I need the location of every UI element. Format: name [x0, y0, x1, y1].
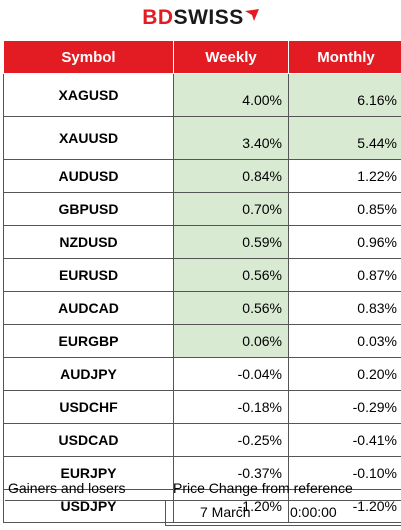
weekly-cell: -0.18%: [173, 390, 289, 424]
logo-swiss: SWISS: [173, 6, 244, 29]
weekly-cell: -0.25%: [173, 423, 289, 457]
monthly-cell: -0.41%: [288, 423, 401, 457]
weekly-cell: 0.56%: [173, 258, 289, 292]
symbol-cell: XAGUSD: [3, 73, 174, 117]
symbol-cell: AUDUSD: [3, 159, 174, 193]
symbol-cell: USDCAD: [3, 423, 174, 457]
table-row: USDCAD -0.25% -0.41%: [3, 423, 401, 457]
symbol-cell: GBPUSD: [3, 192, 174, 226]
table-row: XAUUSD 3.40% 5.44%: [3, 116, 401, 160]
bdswiss-logo: BD SWISS: [0, 3, 401, 33]
monthly-cell: 0.96%: [288, 225, 401, 259]
weekly-cell: 4.00%: [173, 73, 289, 117]
symbol-cell: USDJPY: [3, 489, 174, 523]
symbol-cell: NZDUSD: [3, 225, 174, 259]
table-row: NZDUSD 0.59% 0.96%: [3, 225, 401, 259]
table-row: EURJPY -0.37% -0.10%: [3, 456, 401, 490]
symbol-cell: EURUSD: [3, 258, 174, 292]
monthly-cell: 0.83%: [288, 291, 401, 325]
monthly-cell: -1.20%: [288, 489, 401, 523]
monthly-cell: -0.10%: [288, 456, 401, 490]
symbol-cell: EURGBP: [3, 324, 174, 358]
table-row: GBPUSD 0.70% 0.85%: [3, 192, 401, 226]
monthly-cell: 1.22%: [288, 159, 401, 193]
monthly-cell: 0.85%: [288, 192, 401, 226]
header-symbol: Symbol: [3, 40, 174, 74]
monthly-cell: 0.20%: [288, 357, 401, 391]
reference-date: 7 March: [200, 504, 251, 520]
weekly-cell: 0.59%: [173, 225, 289, 259]
weekly-cell: -1.20%: [173, 489, 289, 523]
weekly-cell: 0.84%: [173, 159, 289, 193]
weekly-cell: 3.40%: [173, 116, 289, 160]
symbol-cell: XAUUSD: [3, 116, 174, 160]
weekly-cell: 0.56%: [173, 291, 289, 325]
footer-divider: [5, 500, 401, 501]
header-monthly: Monthly: [288, 40, 401, 74]
table-row: USDJPY -1.20% -1.20%: [3, 489, 401, 523]
reference-box: [165, 501, 401, 526]
table-row: USDCHF -0.18% -0.29%: [3, 390, 401, 424]
table-row: EURUSD 0.56% 0.87%: [3, 258, 401, 292]
table-footer: Gainers and losers Price Change from ref…: [5, 478, 401, 526]
header-weekly: Weekly: [173, 40, 289, 74]
monthly-cell: 5.44%: [288, 116, 401, 160]
symbol-cell: AUDJPY: [3, 357, 174, 391]
table-row: EURGBP 0.06% 0.03%: [3, 324, 401, 358]
price-change-table: Symbol Weekly Monthly XAGUSD 4.00% 6.16% XA…: [3, 40, 401, 523]
table-row: AUDCAD 0.56% 0.83%: [3, 291, 401, 325]
table-row: AUDJPY -0.04% 0.20%: [3, 357, 401, 391]
weekly-cell: -0.04%: [173, 357, 289, 391]
table-row: AUDUSD 0.84% 1.22%: [3, 159, 401, 193]
weekly-cell: 0.70%: [173, 192, 289, 226]
symbol-cell: AUDCAD: [3, 291, 174, 325]
table-row: XAGUSD 4.00% 6.16%: [3, 73, 401, 117]
monthly-cell: 6.16%: [288, 73, 401, 117]
symbol-cell: EURJPY: [3, 456, 174, 490]
gainers-losers-label: Gainers and losers: [8, 480, 126, 496]
monthly-cell: 0.87%: [288, 258, 401, 292]
weekly-cell: 0.06%: [173, 324, 289, 358]
table-header-row: Symbol Weekly Monthly: [3, 40, 401, 74]
reference-time: 0:00:00: [290, 504, 337, 520]
logo-bd: BD: [142, 6, 174, 29]
logo-arrow-icon: [244, 9, 259, 21]
weekly-cell: -0.37%: [173, 456, 289, 490]
price-change-label: Price Change from reference: [173, 480, 353, 496]
monthly-cell: -0.29%: [288, 390, 401, 424]
monthly-cell: 0.03%: [288, 324, 401, 358]
symbol-cell: USDCHF: [3, 390, 174, 424]
